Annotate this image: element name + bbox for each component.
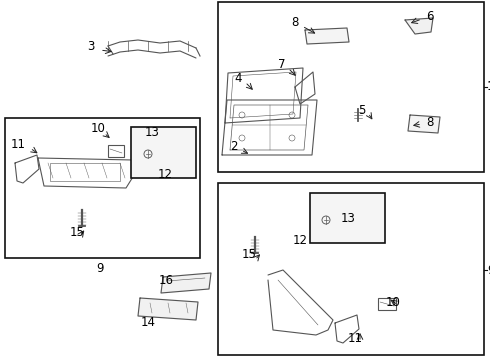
Bar xyxy=(108,145,124,157)
Polygon shape xyxy=(161,273,211,293)
Text: 3: 3 xyxy=(87,40,95,54)
Text: 1: 1 xyxy=(487,81,490,94)
Text: 10: 10 xyxy=(386,296,400,309)
Bar xyxy=(131,127,196,178)
Polygon shape xyxy=(305,28,349,44)
Text: 12: 12 xyxy=(293,234,308,247)
Bar xyxy=(310,193,385,243)
Text: 9: 9 xyxy=(487,264,490,276)
Text: 14: 14 xyxy=(141,315,155,328)
Polygon shape xyxy=(405,18,433,34)
Polygon shape xyxy=(408,115,440,133)
Text: 7: 7 xyxy=(278,58,286,72)
Text: 9: 9 xyxy=(96,261,104,274)
Text: 13: 13 xyxy=(341,211,355,225)
Text: 1: 1 xyxy=(488,81,490,94)
Text: 11: 11 xyxy=(347,332,363,345)
Bar xyxy=(218,183,484,355)
Text: 15: 15 xyxy=(242,248,256,261)
Bar xyxy=(218,2,484,172)
Text: 8: 8 xyxy=(426,116,434,129)
Bar xyxy=(378,298,396,310)
Polygon shape xyxy=(138,298,198,320)
Bar xyxy=(5,118,200,258)
Text: 2: 2 xyxy=(230,140,238,153)
Text: 16: 16 xyxy=(158,274,173,287)
Text: 11: 11 xyxy=(10,139,25,152)
Text: 8: 8 xyxy=(292,15,299,28)
Text: 13: 13 xyxy=(145,126,159,139)
Text: 9: 9 xyxy=(488,264,490,276)
Bar xyxy=(50,163,120,181)
Text: 10: 10 xyxy=(91,122,105,135)
Text: 4: 4 xyxy=(234,72,242,85)
Text: 12: 12 xyxy=(157,168,172,181)
Text: 5: 5 xyxy=(358,104,366,117)
Text: 6: 6 xyxy=(426,9,434,22)
Text: 15: 15 xyxy=(70,225,84,238)
